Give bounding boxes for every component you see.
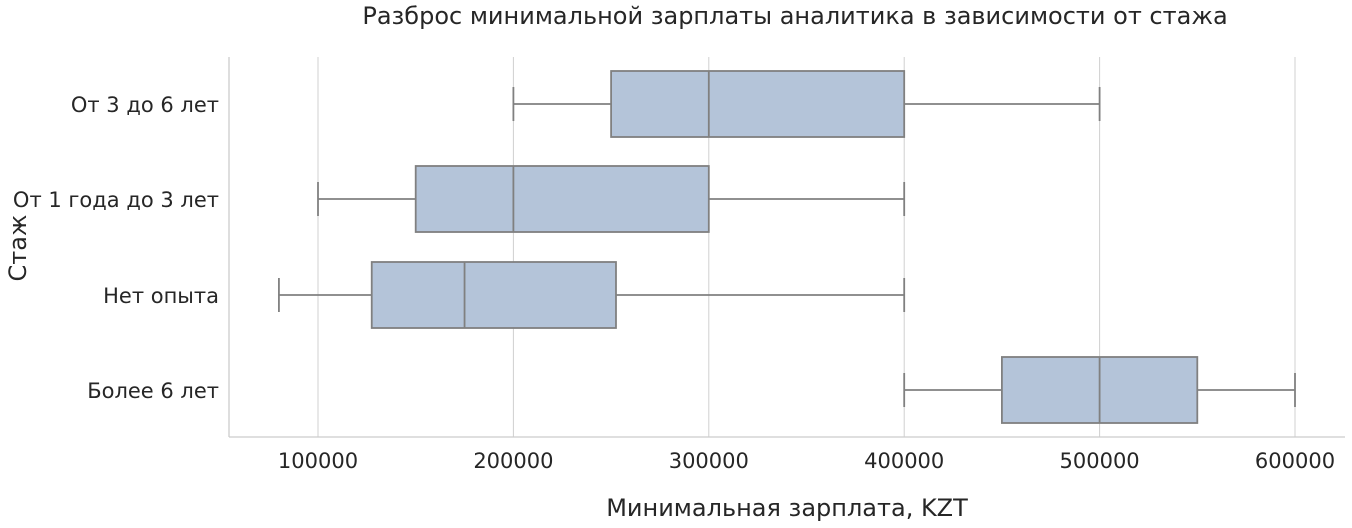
x-tick-label: 500000 — [1060, 449, 1140, 473]
x-tick-label: 200000 — [473, 449, 553, 473]
y-tick-label: Более 6 лет — [87, 379, 219, 403]
y-tick-labels: От 3 до 6 лет От 1 года до 3 лет Нет опыта… — [13, 93, 219, 403]
x-axis-label: Минимальная зарплата, KZT — [606, 494, 968, 522]
x-tick-label: 400000 — [864, 449, 944, 473]
y-axis-label: Стаж — [4, 214, 32, 281]
box-iqr — [370, 261, 617, 329]
y-tick-label: Нет опыта — [103, 284, 219, 308]
x-tick-label: 100000 — [278, 449, 358, 473]
box-iqr — [414, 165, 710, 233]
y-tick-label: От 3 до 6 лет — [71, 93, 219, 117]
chart-title: Разброс минимальной зарплаты аналитика в… — [362, 2, 1227, 30]
boxes — [278, 70, 1296, 424]
axes-spines — [228, 57, 1345, 438]
box-group — [317, 165, 906, 233]
box-group — [512, 70, 1101, 138]
box-group — [903, 356, 1296, 424]
x-tick-label: 600000 — [1255, 449, 1335, 473]
box-group — [278, 261, 906, 329]
y-tick-label: От 1 года до 3 лет — [13, 188, 219, 212]
x-tick-label: 300000 — [669, 449, 749, 473]
x-tick-labels: 100000 200000 300000 400000 500000 600000 — [278, 449, 1335, 473]
box-iqr — [610, 70, 906, 138]
